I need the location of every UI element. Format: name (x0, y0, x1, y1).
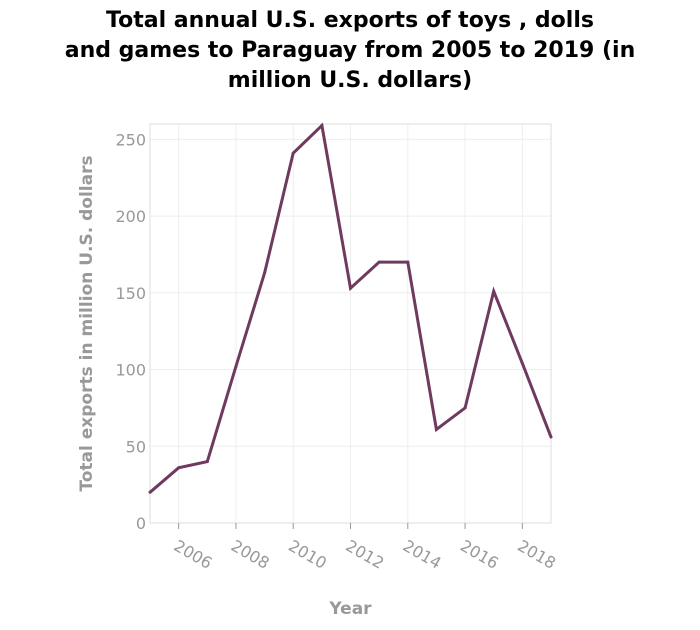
data-point (177, 466, 181, 470)
data-point (406, 260, 410, 264)
y-tick-label: 50 (126, 437, 146, 456)
chart-title: Total annual U.S. exports of toys , doll… (0, 6, 700, 96)
y-axis: 0 50 100 150 200 250 (115, 130, 146, 533)
x-axis-title: Year (328, 599, 372, 619)
x-tick-label: 2014 (400, 536, 445, 573)
data-point (205, 460, 209, 464)
data-point (520, 361, 524, 365)
chart-title-line-3: million U.S. dollars) (227, 68, 473, 93)
y-tick-label: 250 (115, 130, 146, 149)
x-tick-label: 2018 (514, 536, 559, 573)
data-point (434, 427, 438, 431)
x-tick-label: 2010 (285, 536, 330, 573)
x-axis: 2006 2008 2010 2012 2014 2016 2018 (171, 523, 559, 573)
data-point (377, 260, 381, 264)
y-axis-title: Total exports in million U.S. dollars (77, 155, 97, 491)
grid (150, 124, 551, 524)
x-tick-label: 2016 (457, 536, 502, 573)
data-point (234, 364, 238, 368)
chart-title-line-2: and games to Paraguay from 2005 to 2019 … (64, 38, 636, 63)
y-tick-label: 100 (115, 361, 146, 380)
data-point (463, 406, 467, 410)
chart-title-line-1: Total annual U.S. exports of toys , doll… (106, 8, 594, 33)
data-point (263, 271, 267, 275)
x-tick-label: 2008 (228, 536, 273, 573)
x-tick-label: 2006 (171, 536, 216, 573)
data-point (492, 289, 496, 293)
data-point (320, 124, 324, 128)
data-point (148, 490, 152, 494)
x-tick-label: 2012 (343, 536, 388, 573)
y-tick-label: 200 (115, 207, 146, 226)
data-point (349, 286, 352, 290)
series-layer (148, 122, 553, 494)
y-tick-label: 150 (115, 284, 146, 303)
y-tick-label: 0 (136, 514, 146, 533)
data-point (291, 151, 295, 155)
data-point (549, 435, 553, 439)
